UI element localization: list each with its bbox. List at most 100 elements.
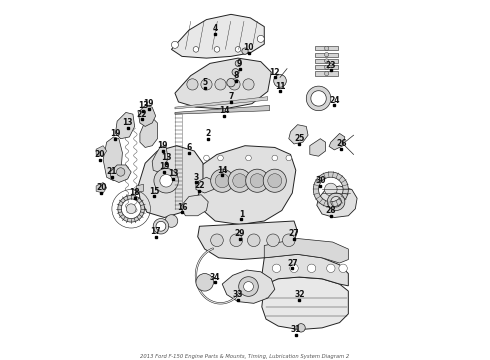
Circle shape (324, 65, 329, 69)
Circle shape (126, 204, 136, 213)
Text: 14: 14 (217, 166, 227, 175)
Polygon shape (175, 58, 271, 109)
Text: 17: 17 (150, 227, 161, 236)
Text: 24: 24 (329, 96, 340, 105)
Text: 18: 18 (129, 189, 140, 198)
Circle shape (327, 264, 335, 273)
Polygon shape (96, 183, 107, 193)
Circle shape (117, 168, 125, 176)
Text: 13: 13 (122, 118, 133, 127)
Text: 25: 25 (294, 134, 304, 143)
Text: 21: 21 (107, 167, 117, 176)
Circle shape (172, 41, 178, 48)
Wedge shape (306, 86, 331, 111)
Polygon shape (222, 270, 275, 303)
Text: 4: 4 (213, 24, 218, 33)
Wedge shape (313, 172, 348, 207)
Circle shape (247, 234, 260, 247)
Text: 19: 19 (157, 141, 168, 150)
Circle shape (307, 264, 316, 273)
Polygon shape (262, 277, 348, 330)
Polygon shape (140, 118, 157, 148)
Circle shape (244, 282, 253, 292)
Polygon shape (103, 137, 122, 181)
Text: 19: 19 (144, 99, 154, 108)
Text: 8: 8 (234, 71, 239, 80)
Text: 33: 33 (233, 290, 243, 299)
Circle shape (324, 59, 329, 63)
Circle shape (339, 264, 347, 273)
Text: 14: 14 (219, 106, 229, 115)
Circle shape (218, 155, 223, 161)
Polygon shape (315, 46, 338, 50)
Circle shape (232, 69, 239, 76)
Wedge shape (153, 219, 169, 234)
Circle shape (272, 264, 281, 273)
Text: 13: 13 (138, 101, 148, 110)
Circle shape (274, 75, 286, 87)
Circle shape (187, 79, 198, 90)
Polygon shape (315, 59, 338, 63)
Text: 9: 9 (237, 59, 243, 68)
Text: 1: 1 (239, 210, 244, 219)
Text: 5: 5 (202, 78, 207, 87)
Text: 34: 34 (210, 273, 221, 282)
Circle shape (324, 46, 329, 50)
Text: 22: 22 (136, 110, 147, 119)
Circle shape (233, 174, 247, 188)
Circle shape (230, 234, 243, 247)
Circle shape (257, 35, 264, 42)
Circle shape (211, 169, 234, 192)
Circle shape (324, 53, 329, 57)
Polygon shape (315, 71, 338, 76)
Circle shape (160, 175, 172, 187)
Circle shape (211, 234, 223, 247)
Circle shape (272, 155, 277, 161)
Text: 19: 19 (110, 129, 121, 138)
Polygon shape (310, 139, 325, 156)
Polygon shape (180, 195, 208, 216)
Circle shape (250, 174, 264, 188)
Text: 3: 3 (194, 173, 198, 182)
Circle shape (227, 78, 235, 87)
Text: 27: 27 (289, 229, 299, 238)
Circle shape (193, 46, 199, 52)
Polygon shape (196, 177, 214, 193)
Polygon shape (138, 105, 156, 126)
Text: 30: 30 (315, 176, 325, 185)
Text: 12: 12 (270, 68, 280, 77)
Circle shape (201, 79, 212, 90)
Circle shape (243, 79, 254, 90)
Polygon shape (152, 146, 168, 172)
Circle shape (242, 48, 248, 54)
Polygon shape (115, 112, 135, 139)
Circle shape (290, 264, 298, 273)
Circle shape (235, 60, 242, 67)
Text: 28: 28 (325, 206, 336, 215)
Text: 15: 15 (149, 187, 159, 196)
Polygon shape (138, 146, 203, 217)
Polygon shape (315, 65, 338, 69)
Circle shape (268, 174, 282, 188)
Circle shape (297, 324, 305, 332)
Text: 20: 20 (96, 183, 107, 192)
Circle shape (235, 46, 241, 52)
Polygon shape (175, 105, 270, 114)
Text: 11: 11 (275, 82, 285, 91)
Text: 29: 29 (235, 229, 245, 238)
Polygon shape (96, 146, 107, 156)
Text: 32: 32 (294, 290, 305, 299)
Circle shape (324, 183, 337, 196)
Text: 22: 22 (194, 181, 205, 190)
Polygon shape (317, 186, 357, 217)
Text: 26: 26 (336, 139, 346, 148)
Text: 13: 13 (168, 169, 178, 178)
Text: 23: 23 (325, 60, 336, 69)
Polygon shape (329, 134, 345, 150)
Polygon shape (264, 239, 348, 263)
Circle shape (267, 234, 279, 247)
Text: 7: 7 (228, 92, 234, 101)
Polygon shape (199, 202, 206, 211)
Circle shape (286, 155, 292, 161)
Circle shape (204, 155, 209, 161)
